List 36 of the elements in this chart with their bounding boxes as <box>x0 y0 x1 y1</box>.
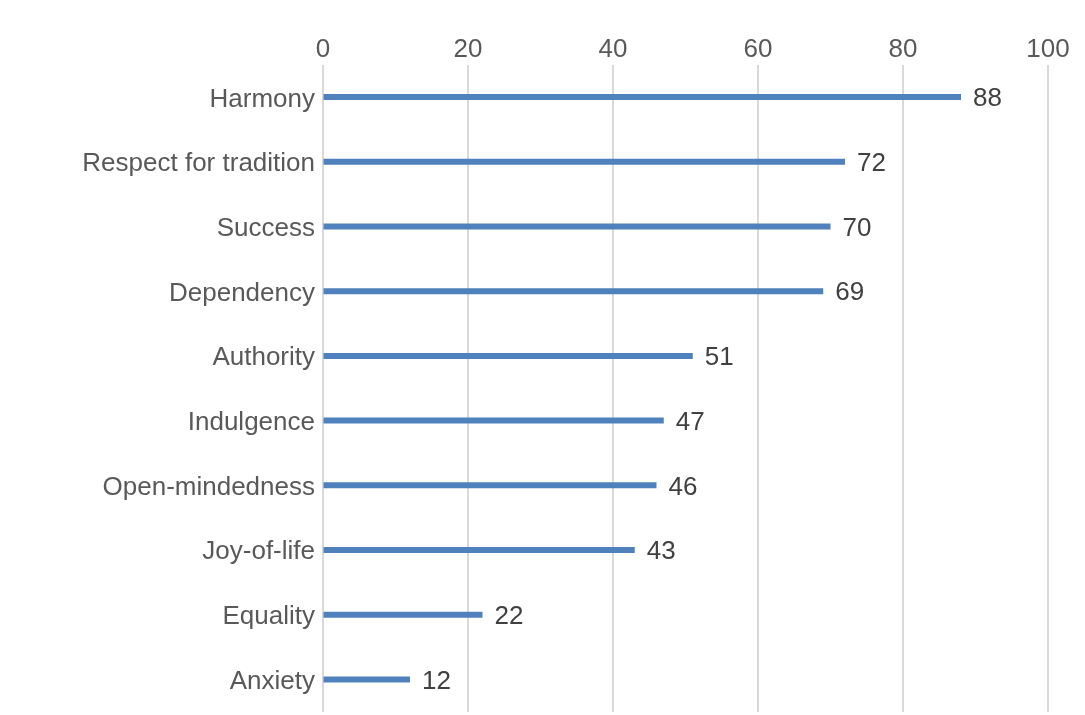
data-label: 43 <box>646 535 676 566</box>
y-tick-label: Harmony <box>209 82 315 113</box>
y-tick-label: Anxiety <box>229 664 315 695</box>
y-tick-label: Success <box>216 211 315 242</box>
x-tick-label: 60 <box>743 33 773 63</box>
data-label: 47 <box>675 405 705 436</box>
x-tick-label: 100 <box>1026 33 1070 63</box>
data-label: 51 <box>704 341 734 372</box>
bar <box>323 611 483 618</box>
x-tick-label: 80 <box>888 33 918 63</box>
bar <box>323 676 410 683</box>
data-label: 72 <box>857 147 886 178</box>
y-tick-label: Indulgence <box>187 406 315 437</box>
data-label: 46 <box>668 470 698 501</box>
y-tick-label: Authority <box>212 341 315 372</box>
bar <box>323 352 693 359</box>
bar <box>323 94 961 101</box>
bar <box>323 158 845 165</box>
data-label: 22 <box>494 599 524 630</box>
bar <box>323 223 831 230</box>
x-tick-label: 20 <box>453 33 483 63</box>
data-label: 69 <box>835 276 865 307</box>
y-tick-label: Open-mindedness <box>102 470 315 501</box>
data-label: 12 <box>422 664 451 695</box>
x-tick-label: 40 <box>598 33 628 63</box>
x-tick-label: 0 <box>315 33 331 63</box>
y-tick-label: Equality <box>222 600 315 631</box>
data-label: 70 <box>842 211 872 242</box>
bar <box>323 417 664 424</box>
bar <box>323 288 824 295</box>
bar <box>323 547 635 554</box>
y-tick-label: Joy-of-life <box>202 535 315 566</box>
y-tick-label: Respect for tradition <box>82 147 315 178</box>
y-tick-label: Dependency <box>169 276 315 307</box>
data-label: 88 <box>973 82 1002 113</box>
bar <box>323 482 657 489</box>
